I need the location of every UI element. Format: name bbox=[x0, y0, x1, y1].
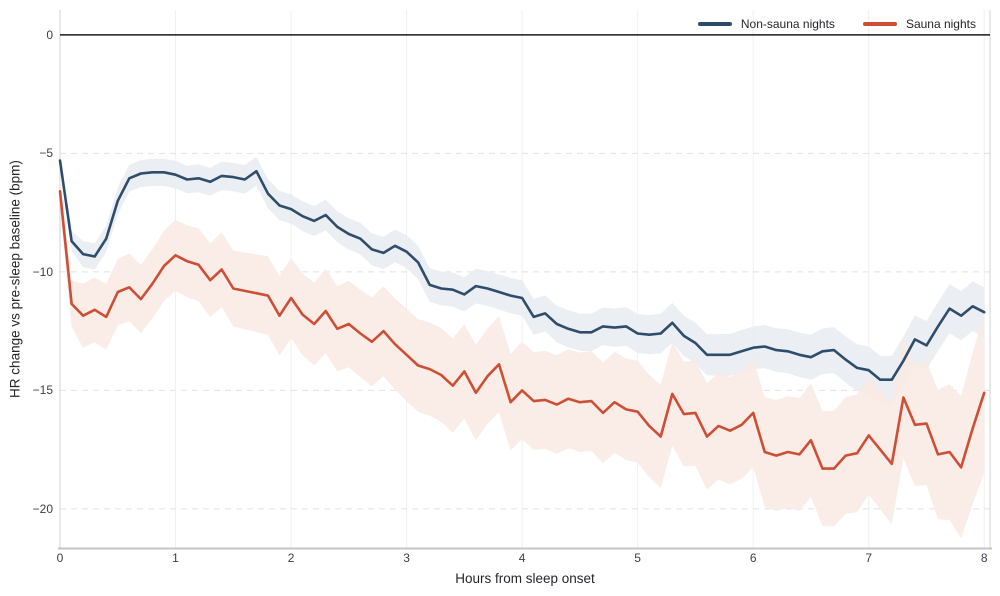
legend-label-sauna: Sauna nights bbox=[905, 17, 976, 31]
sauna-line bbox=[58, 190, 986, 470]
y-tick-label--20: −20 bbox=[32, 501, 53, 516]
legend: Non-sauna nights Sauna nights bbox=[697, 14, 976, 34]
y-tick-label--15: −15 bbox=[32, 383, 53, 398]
non-sauna-line-swatch-icon bbox=[697, 22, 732, 26]
x-tick-label-6: 6 bbox=[749, 551, 757, 565]
legend-item-non-sauna: Non-sauna nights bbox=[697, 17, 835, 31]
x-tick-label-0: 0 bbox=[56, 551, 64, 565]
non-sauna-ci-band bbox=[60, 153, 985, 404]
sauna-line-swatch-icon bbox=[862, 22, 897, 26]
x-tick-label-7: 7 bbox=[865, 551, 873, 565]
sauna-ci-band bbox=[60, 177, 985, 539]
legend-item-sauna: Sauna nights bbox=[862, 17, 976, 31]
y-tick-label-0: 0 bbox=[46, 27, 53, 42]
legend-label-non-sauna: Non-sauna nights bbox=[740, 17, 835, 31]
x-axis-label: Hours from sleep onset bbox=[455, 571, 595, 586]
y-tick-label--10: −10 bbox=[32, 264, 53, 279]
x-tick-label-5: 5 bbox=[634, 551, 641, 565]
non-sauna-line bbox=[58, 159, 986, 381]
x-tick-label-3: 3 bbox=[403, 551, 410, 565]
x-tick-label-1: 1 bbox=[172, 551, 179, 565]
y-tick-label--5: −5 bbox=[39, 146, 53, 161]
y-axis-label: HR change vs pre-sleep baseline (bpm) bbox=[7, 160, 23, 398]
x-tick-label-8: 8 bbox=[980, 551, 988, 565]
x-tick-label-4: 4 bbox=[518, 551, 526, 565]
x-tick-label-2: 2 bbox=[287, 551, 295, 565]
